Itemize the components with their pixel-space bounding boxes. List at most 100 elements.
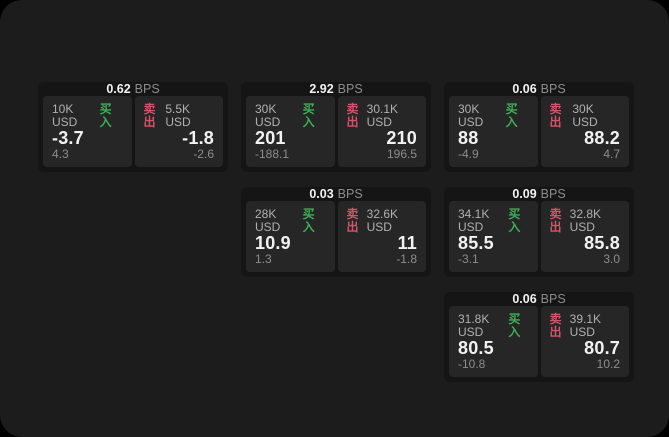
sell-delta: 10.2	[596, 357, 620, 371]
sell-tile-top-row: 卖出 5.5K USD	[144, 103, 215, 129]
sell-side-label: 卖出	[549, 207, 562, 234]
sell-price-tile[interactable]: 卖出 30.1K USD 210 196.5	[337, 96, 426, 167]
sell-side-label: 卖出	[143, 102, 156, 129]
sell-side-label: 卖出	[346, 207, 359, 234]
sell-price: 11	[397, 233, 417, 253]
buy-tile-top-row: 31.8K USD 买入	[458, 313, 529, 339]
price-panels: 34.1K USD 买入 85.5 -3.1 卖出 32.8K USD 85.8…	[449, 201, 629, 272]
price-panels: 31.8K USD 买入 80.5 -10.8 卖出 39.1K USD 80.…	[449, 306, 629, 377]
spread-unit: BPS	[540, 187, 566, 201]
sell-price: 85.8	[584, 233, 620, 253]
quote-grid: 0.62 BPS 10K USD 买入 -3.7 4.3 卖出 5.5K USD	[38, 82, 634, 382]
quote-card: 0.06 BPS 31.8K USD 买入 80.5 -10.8 卖出 39.1…	[444, 292, 634, 382]
buy-side-label: 买入	[99, 102, 112, 129]
spread-header: 0.06 BPS	[449, 292, 629, 306]
buy-price-tile[interactable]: 10K USD 买入 -3.7 4.3	[43, 96, 132, 167]
spread-header: 0.09 BPS	[449, 187, 629, 201]
spread-value: 0.06	[512, 292, 537, 306]
price-panels: 30K USD 买入 201 -188.1 卖出 30.1K USD 210 1…	[246, 96, 426, 167]
spread-value: 0.03	[309, 187, 334, 201]
buy-delta: -3.1	[458, 252, 479, 266]
buy-size-label: 30K USD	[255, 102, 281, 129]
sell-tile-top-row: 卖出 30K USD	[550, 103, 621, 129]
spread-header: 0.62 BPS	[43, 82, 223, 96]
buy-tile-top-row: 30K USD 买入	[255, 103, 326, 129]
spread-header: 0.03 BPS	[246, 187, 426, 201]
buy-tile-top-row: 30K USD 买入	[458, 103, 529, 129]
buy-price: 80.5	[458, 338, 494, 358]
buy-side-label: 买入	[302, 102, 315, 129]
buy-side-label: 买入	[508, 312, 521, 339]
buy-price-tile[interactable]: 34.1K USD 买入 85.5 -3.1	[449, 201, 538, 272]
sell-side-label: 卖出	[549, 312, 562, 339]
spread-value: 0.62	[106, 82, 131, 96]
sell-delta: 3.0	[603, 252, 620, 266]
sell-size-label: 30K USD	[572, 102, 598, 129]
sell-size-label: 39.1K USD	[569, 312, 601, 339]
buy-price: 88	[458, 128, 479, 148]
sell-size-label: 32.8K USD	[569, 207, 601, 234]
quote-card: 0.06 BPS 30K USD 买入 88 -4.9 卖出 30K USD	[444, 82, 634, 172]
buy-size-label: 28K USD	[255, 207, 281, 234]
buy-delta: -4.9	[458, 147, 479, 161]
sell-price-tile[interactable]: 卖出 32.6K USD 11 -1.8	[337, 201, 426, 272]
buy-size-label: 10K USD	[52, 102, 78, 129]
buy-tile-top-row: 28K USD 买入	[255, 208, 326, 234]
spread-unit: BPS	[337, 187, 363, 201]
buy-price-tile[interactable]: 30K USD 买入 201 -188.1	[246, 96, 335, 167]
buy-delta: -10.8	[458, 357, 486, 371]
spread-unit: BPS	[134, 82, 160, 96]
sell-delta: -2.6	[193, 147, 214, 161]
buy-side-label: 买入	[505, 102, 518, 129]
price-panels: 10K USD 买入 -3.7 4.3 卖出 5.5K USD -1.8 -2.…	[43, 96, 223, 167]
buy-delta: 4.3	[52, 147, 69, 161]
buy-delta: -188.1	[255, 147, 290, 161]
buy-size-label: 34.1K USD	[458, 207, 490, 234]
buy-price: 201	[255, 128, 286, 148]
sell-tile-top-row: 卖出 32.8K USD	[550, 208, 621, 234]
buy-price-tile[interactable]: 31.8K USD 买入 80.5 -10.8	[449, 306, 538, 377]
sell-price: -1.8	[182, 128, 214, 148]
buy-tile-top-row: 10K USD 买入	[52, 103, 123, 129]
sell-price: 210	[386, 128, 417, 148]
spread-unit: BPS	[540, 82, 566, 96]
buy-price: -3.7	[52, 128, 84, 148]
buy-price: 85.5	[458, 233, 494, 253]
sell-delta: 196.5	[386, 147, 417, 161]
sell-delta: 4.7	[603, 147, 620, 161]
spread-header: 2.92 BPS	[246, 82, 426, 96]
spread-value: 2.92	[309, 82, 334, 96]
sell-delta: -1.8	[396, 252, 417, 266]
price-panels: 28K USD 买入 10.9 1.3 卖出 32.6K USD 11 -1.8	[246, 201, 426, 272]
spread-value: 0.06	[512, 82, 537, 96]
buy-tile-top-row: 34.1K USD 买入	[458, 208, 529, 234]
sell-size-label: 5.5K USD	[165, 102, 191, 129]
quote-card: 0.03 BPS 28K USD 买入 10.9 1.3 卖出 32.6K US…	[241, 187, 431, 277]
buy-price-tile[interactable]: 30K USD 买入 88 -4.9	[449, 96, 538, 167]
quote-card: 0.09 BPS 34.1K USD 买入 85.5 -3.1 卖出 32.8K…	[444, 187, 634, 277]
buy-size-label: 30K USD	[458, 102, 484, 129]
sell-price-tile[interactable]: 卖出 32.8K USD 85.8 3.0	[540, 201, 629, 272]
sell-price-tile[interactable]: 卖出 30K USD 88.2 4.7	[540, 96, 629, 167]
sell-side-label: 卖出	[549, 102, 562, 129]
quote-card: 0.62 BPS 10K USD 买入 -3.7 4.3 卖出 5.5K USD	[38, 82, 228, 172]
buy-side-label: 买入	[508, 207, 521, 234]
sell-side-label: 卖出	[346, 102, 359, 129]
spread-unit: BPS	[337, 82, 363, 96]
sell-tile-top-row: 卖出 30.1K USD	[347, 103, 418, 129]
buy-price: 10.9	[255, 233, 291, 253]
sell-price-tile[interactable]: 卖出 39.1K USD 80.7 10.2	[540, 306, 629, 377]
sell-price-tile[interactable]: 卖出 5.5K USD -1.8 -2.6	[134, 96, 223, 167]
sell-price: 88.2	[584, 128, 620, 148]
quote-card: 2.92 BPS 30K USD 买入 201 -188.1 卖出 30.1K …	[241, 82, 431, 172]
spread-header: 0.06 BPS	[449, 82, 629, 96]
buy-side-label: 买入	[302, 207, 315, 234]
buy-price-tile[interactable]: 28K USD 买入 10.9 1.3	[246, 201, 335, 272]
buy-delta: 1.3	[255, 252, 272, 266]
sell-price: 80.7	[584, 338, 620, 358]
sell-tile-top-row: 卖出 39.1K USD	[550, 313, 621, 339]
sell-tile-top-row: 卖出 32.6K USD	[347, 208, 418, 234]
price-panels: 30K USD 买入 88 -4.9 卖出 30K USD 88.2 4.7	[449, 96, 629, 167]
spread-unit: BPS	[540, 292, 566, 306]
